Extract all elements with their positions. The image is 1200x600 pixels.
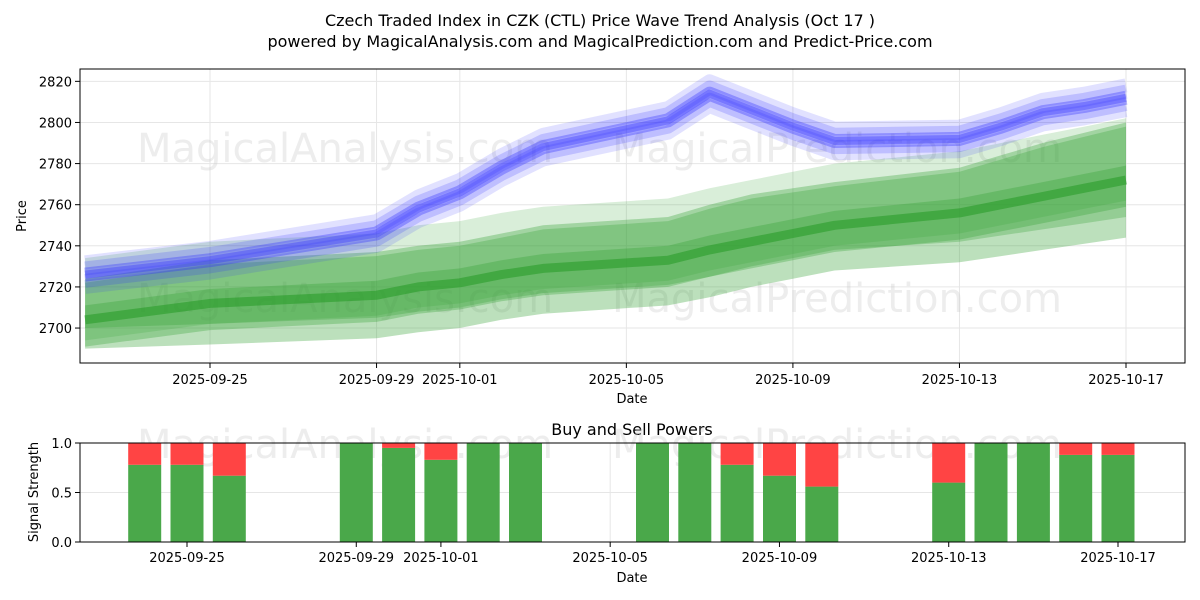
price-x-tick-label: 2025-09-29	[339, 373, 415, 388]
signal-chart-title: Buy and Sell Powers	[551, 420, 713, 439]
signal-plot-area	[128, 443, 1135, 542]
signal-x-tick-label: 2025-10-01	[403, 551, 479, 566]
price-wave-line-5	[84, 74, 1128, 270]
buy-power-bar	[509, 443, 542, 542]
price-y-tick-label: 2740	[39, 240, 72, 255]
signal-y-tick-label: 0.5	[51, 487, 72, 502]
price-wave-line-1	[84, 99, 1128, 294]
price-x-axis-label: Date	[616, 392, 647, 407]
signal-x-tick-label: 2025-10-13	[911, 551, 987, 566]
signal-chart: Buy and Sell Powers MagicalAnalysis.com …	[27, 420, 1186, 586]
trend-center-line	[84, 175, 1127, 325]
sell-power-bar	[212, 443, 246, 476]
price-x-tick-label: 2025-10-09	[755, 373, 831, 388]
price-y-axis-label: Price	[15, 200, 30, 232]
price-plot-area	[84, 74, 1128, 349]
trend-band-outer	[85, 122, 1127, 349]
price-wave-line-2	[84, 92, 1128, 288]
buy-power-bar	[128, 464, 162, 542]
signal-x-ticks: 2025-09-25 2025-09-29 2025-10-01 2025-10-05…	[149, 542, 1156, 566]
price-x-tick-label: 2025-09-25	[172, 373, 248, 388]
price-series-layer	[84, 74, 1128, 349]
sell-power-bar	[805, 443, 839, 487]
signal-x-tick-label: 2025-10-09	[742, 551, 818, 566]
price-axes-frame	[79, 68, 1186, 364]
price-wave-core	[84, 89, 1127, 279]
watermark-prediction-middle: MagicalPrediction.com	[612, 276, 1062, 322]
buy-power-bar	[424, 459, 458, 542]
price-wave-line-3	[84, 86, 1128, 282]
buy-power-bar	[720, 464, 754, 542]
sell-power-bar	[128, 443, 162, 465]
signal-y-ticks: 0.0 0.5 1.0	[51, 437, 80, 551]
signal-x-tick-label: 2025-10-17	[1080, 551, 1156, 566]
signal-x-axis-label: Date	[616, 571, 647, 586]
sell-power-bar	[1059, 443, 1093, 455]
trend-band-upper-wave	[85, 118, 1127, 341]
price-y-tick-label: 2820	[39, 75, 72, 90]
buy-power-bar	[805, 486, 839, 542]
chart-title-line2: powered by MagicalAnalysis.com and Magic…	[267, 32, 932, 51]
price-y-tick-label: 2700	[39, 322, 72, 337]
signal-x-tick-label: 2025-09-25	[149, 551, 225, 566]
price-y-tick-label: 2800	[39, 116, 72, 131]
buy-power-bar	[1101, 454, 1135, 542]
watermark-analysis-top: MagicalAnalysis.com	[137, 126, 553, 172]
price-x-tick-label: 2025-10-01	[422, 373, 498, 388]
price-x-tick-label: 2025-10-17	[1088, 373, 1164, 388]
sell-power-bar	[424, 443, 458, 460]
price-y-ticks: 2700 2720 2740 2760 2780 2800 2820	[39, 75, 80, 337]
price-x-tick-label: 2025-10-13	[922, 373, 998, 388]
sell-power-bar	[763, 443, 796, 476]
buy-power-bar	[763, 475, 796, 542]
trend-band-middle	[85, 126, 1127, 328]
buy-power-bar	[974, 443, 1008, 542]
chart-title-line1: Czech Traded Index in CZK (CTL) Price Wa…	[325, 11, 875, 30]
signal-y-axis-label: Signal Strength	[27, 442, 42, 542]
buy-power-bar	[1016, 443, 1050, 542]
price-x-tick-label: 2025-10-05	[589, 373, 665, 388]
buy-power-bar	[1059, 454, 1093, 542]
buy-power-bar	[212, 475, 246, 542]
price-wave-line-4	[84, 80, 1128, 276]
buy-power-bar	[339, 443, 373, 542]
sell-power-bar	[932, 443, 966, 483]
sell-power-bar	[382, 443, 416, 448]
buy-power-bar	[466, 443, 500, 542]
price-chart: MagicalAnalysis.com MagicalPrediction.co…	[15, 68, 1186, 407]
price-x-ticks: 2025-09-25 2025-09-29 2025-10-01 2025-10-05…	[172, 363, 1164, 388]
buy-power-bar	[170, 464, 204, 542]
buy-power-bar	[636, 443, 669, 542]
buy-power-bar	[932, 482, 966, 542]
signal-x-tick-label: 2025-09-29	[318, 551, 394, 566]
price-y-tick-label: 2720	[39, 281, 72, 296]
trend-band-inner	[85, 165, 1127, 347]
price-y-tick-label: 2760	[39, 199, 72, 214]
sell-power-bar	[170, 443, 204, 465]
signal-y-tick-label: 0.0	[51, 536, 72, 551]
buy-power-bar	[678, 443, 712, 542]
watermark-prediction-top: MagicalPrediction.com	[612, 126, 1062, 172]
buy-power-bar	[382, 447, 416, 542]
signal-x-tick-label: 2025-10-05	[572, 551, 648, 566]
signal-y-tick-label: 1.0	[51, 437, 72, 452]
sell-power-bar	[720, 443, 754, 465]
sell-power-bar	[1101, 443, 1135, 455]
price-y-tick-label: 2780	[39, 158, 72, 173]
